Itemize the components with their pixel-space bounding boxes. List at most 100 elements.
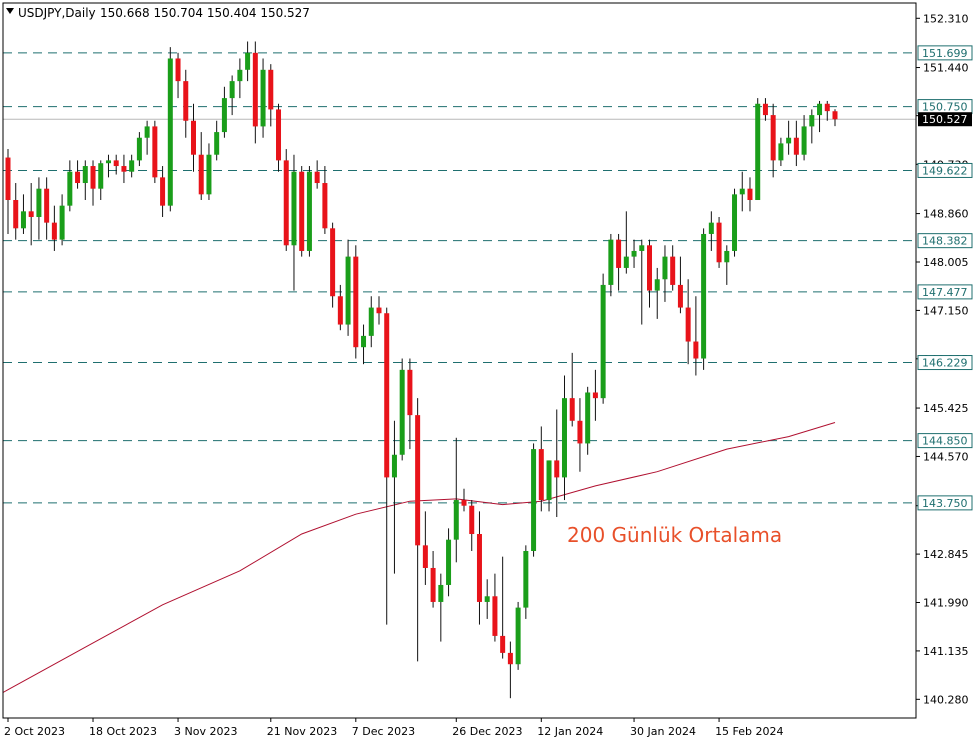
candle[interactable] [299,166,305,257]
candle[interactable] [608,233,614,297]
candle[interactable] [793,120,799,167]
candle[interactable] [229,75,235,116]
candle[interactable] [136,132,142,167]
candle[interactable] [616,233,622,291]
candle[interactable] [82,160,88,201]
candle[interactable] [592,369,598,421]
candle[interactable] [183,69,189,138]
candle[interactable] [5,149,11,234]
candle[interactable] [90,160,96,206]
candle[interactable] [778,137,784,167]
candle[interactable] [353,245,359,359]
candle[interactable] [817,100,823,133]
candle[interactable] [631,239,637,268]
candle[interactable] [701,228,707,370]
candle[interactable] [585,386,591,455]
candle[interactable] [639,239,645,325]
candle[interactable] [647,239,653,308]
candle[interactable] [214,120,220,161]
candle[interactable] [175,52,181,99]
candle[interactable] [306,166,312,257]
time-axis[interactable]: 2 Oct 2023 18 Oct 2023 3 Nov 2023 21 Nov 20… [4,718,784,738]
candle[interactable] [36,177,42,240]
candle[interactable] [59,194,65,246]
candle[interactable] [322,166,328,234]
candle[interactable] [75,160,81,189]
candle[interactable] [716,216,722,268]
candle[interactable] [345,239,351,336]
candle[interactable] [677,256,683,314]
candle[interactable] [283,149,289,251]
candle[interactable] [105,154,111,178]
candle[interactable] [51,205,57,251]
candle[interactable] [515,601,521,670]
candle[interactable] [276,103,282,172]
candle[interactable] [129,154,135,178]
candle[interactable] [523,545,529,619]
candle[interactable] [732,188,738,257]
candle[interactable] [198,132,204,201]
candle[interactable] [221,86,227,138]
candle[interactable] [314,160,320,189]
candle[interactable] [600,273,606,404]
candle[interactable] [670,245,676,291]
candle[interactable] [724,245,730,285]
collapse-triangle-icon[interactable] [6,8,14,14]
candle[interactable] [786,120,792,155]
candle[interactable] [152,120,158,184]
candle[interactable] [98,160,104,201]
candle[interactable] [422,511,428,585]
candle[interactable] [469,500,475,551]
candle[interactable] [824,100,830,121]
candle[interactable] [160,166,166,217]
candle[interactable] [747,177,753,212]
candle[interactable] [554,409,560,518]
candle[interactable] [654,267,660,319]
candle[interactable] [832,109,838,127]
candle[interactable] [407,358,413,450]
candle[interactable] [28,183,34,246]
candle[interactable] [245,41,251,82]
candle[interactable] [801,115,807,161]
candle[interactable] [384,307,390,625]
candle[interactable] [693,296,699,376]
candle[interactable] [500,556,506,659]
candle[interactable] [484,579,490,619]
candle[interactable] [531,443,537,557]
candle[interactable] [121,154,127,184]
candle[interactable] [438,573,444,642]
candle[interactable] [461,488,467,512]
candle[interactable] [708,211,714,251]
candle[interactable] [623,211,629,274]
candle[interactable] [507,641,513,699]
candle[interactable] [399,358,405,461]
candle[interactable] [190,103,196,172]
candle[interactable] [770,103,776,178]
candle[interactable] [492,573,498,642]
candle[interactable] [762,98,768,121]
candle[interactable] [13,183,19,240]
candle[interactable] [337,284,343,331]
candle[interactable] [252,41,258,144]
candle[interactable] [476,511,482,625]
candle[interactable] [268,64,274,127]
candle[interactable] [67,160,73,212]
candle[interactable] [167,47,173,212]
candle[interactable] [415,398,421,662]
candle[interactable] [561,375,567,501]
candle[interactable] [44,177,50,240]
candle[interactable] [291,154,297,291]
candle[interactable] [237,58,243,99]
candle[interactable] [569,352,575,427]
candle[interactable] [755,98,761,201]
candle[interactable] [809,109,815,144]
candle[interactable] [430,550,436,608]
candle[interactable] [113,154,119,175]
candle[interactable] [361,324,367,365]
candle[interactable] [446,528,452,597]
candle[interactable] [144,120,150,155]
candles-layer[interactable] [5,41,838,699]
candle[interactable] [260,58,266,138]
candle[interactable] [376,296,382,325]
